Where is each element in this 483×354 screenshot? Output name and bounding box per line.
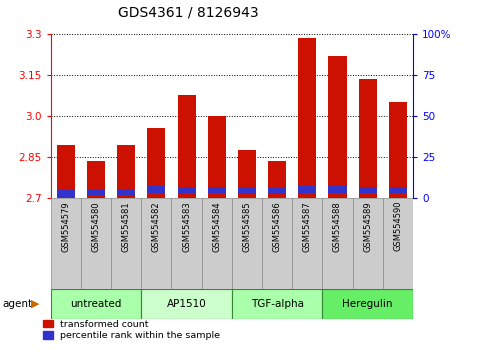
Bar <box>323 198 353 289</box>
Bar <box>353 198 383 289</box>
Text: GSM554583: GSM554583 <box>182 201 191 252</box>
Bar <box>292 198 323 289</box>
Bar <box>142 289 232 319</box>
Bar <box>262 198 292 289</box>
Bar <box>51 289 142 319</box>
Bar <box>232 289 323 319</box>
Text: GSM554581: GSM554581 <box>122 201 131 252</box>
Bar <box>328 56 346 198</box>
Bar <box>51 198 81 289</box>
Text: ▶: ▶ <box>31 298 40 309</box>
Bar <box>57 190 75 197</box>
Text: GSM554580: GSM554580 <box>91 201 100 252</box>
Text: GDS4361 / 8126943: GDS4361 / 8126943 <box>118 5 259 19</box>
Text: GSM554579: GSM554579 <box>61 201 71 252</box>
Text: GSM554590: GSM554590 <box>393 201 402 251</box>
Text: GSM554585: GSM554585 <box>242 201 252 252</box>
Bar <box>81 198 111 289</box>
Text: GSM554588: GSM554588 <box>333 201 342 252</box>
Bar <box>171 198 202 289</box>
Bar <box>389 102 407 198</box>
Bar <box>358 79 377 198</box>
Text: TGF-alpha: TGF-alpha <box>251 298 304 309</box>
Text: GSM554584: GSM554584 <box>212 201 221 252</box>
Bar <box>178 187 196 193</box>
Bar <box>328 186 346 193</box>
Bar <box>298 186 316 193</box>
Bar <box>268 188 286 194</box>
Text: GSM554586: GSM554586 <box>272 201 282 252</box>
Bar <box>389 187 407 193</box>
Bar <box>358 187 377 193</box>
Bar <box>178 95 196 198</box>
Bar <box>117 145 135 198</box>
Bar <box>57 145 75 198</box>
Bar <box>238 188 256 194</box>
Bar <box>298 38 316 198</box>
Text: untreated: untreated <box>71 298 122 309</box>
Bar <box>202 198 232 289</box>
Bar <box>111 198 142 289</box>
Bar <box>208 187 226 193</box>
Text: GSM554582: GSM554582 <box>152 201 161 252</box>
Bar <box>147 128 165 198</box>
Bar <box>232 198 262 289</box>
Bar <box>208 116 226 198</box>
Bar <box>142 198 171 289</box>
Text: AP1510: AP1510 <box>167 298 206 309</box>
Legend: transformed count, percentile rank within the sample: transformed count, percentile rank withi… <box>43 320 220 341</box>
Bar <box>268 161 286 198</box>
Bar <box>87 189 105 195</box>
Bar <box>147 186 165 193</box>
Bar <box>87 161 105 198</box>
Bar <box>323 289 413 319</box>
Bar <box>383 198 413 289</box>
Text: Heregulin: Heregulin <box>342 298 393 309</box>
Text: GSM554589: GSM554589 <box>363 201 372 252</box>
Bar <box>117 189 135 195</box>
Text: agent: agent <box>2 298 32 309</box>
Text: GSM554587: GSM554587 <box>303 201 312 252</box>
Bar <box>238 150 256 198</box>
